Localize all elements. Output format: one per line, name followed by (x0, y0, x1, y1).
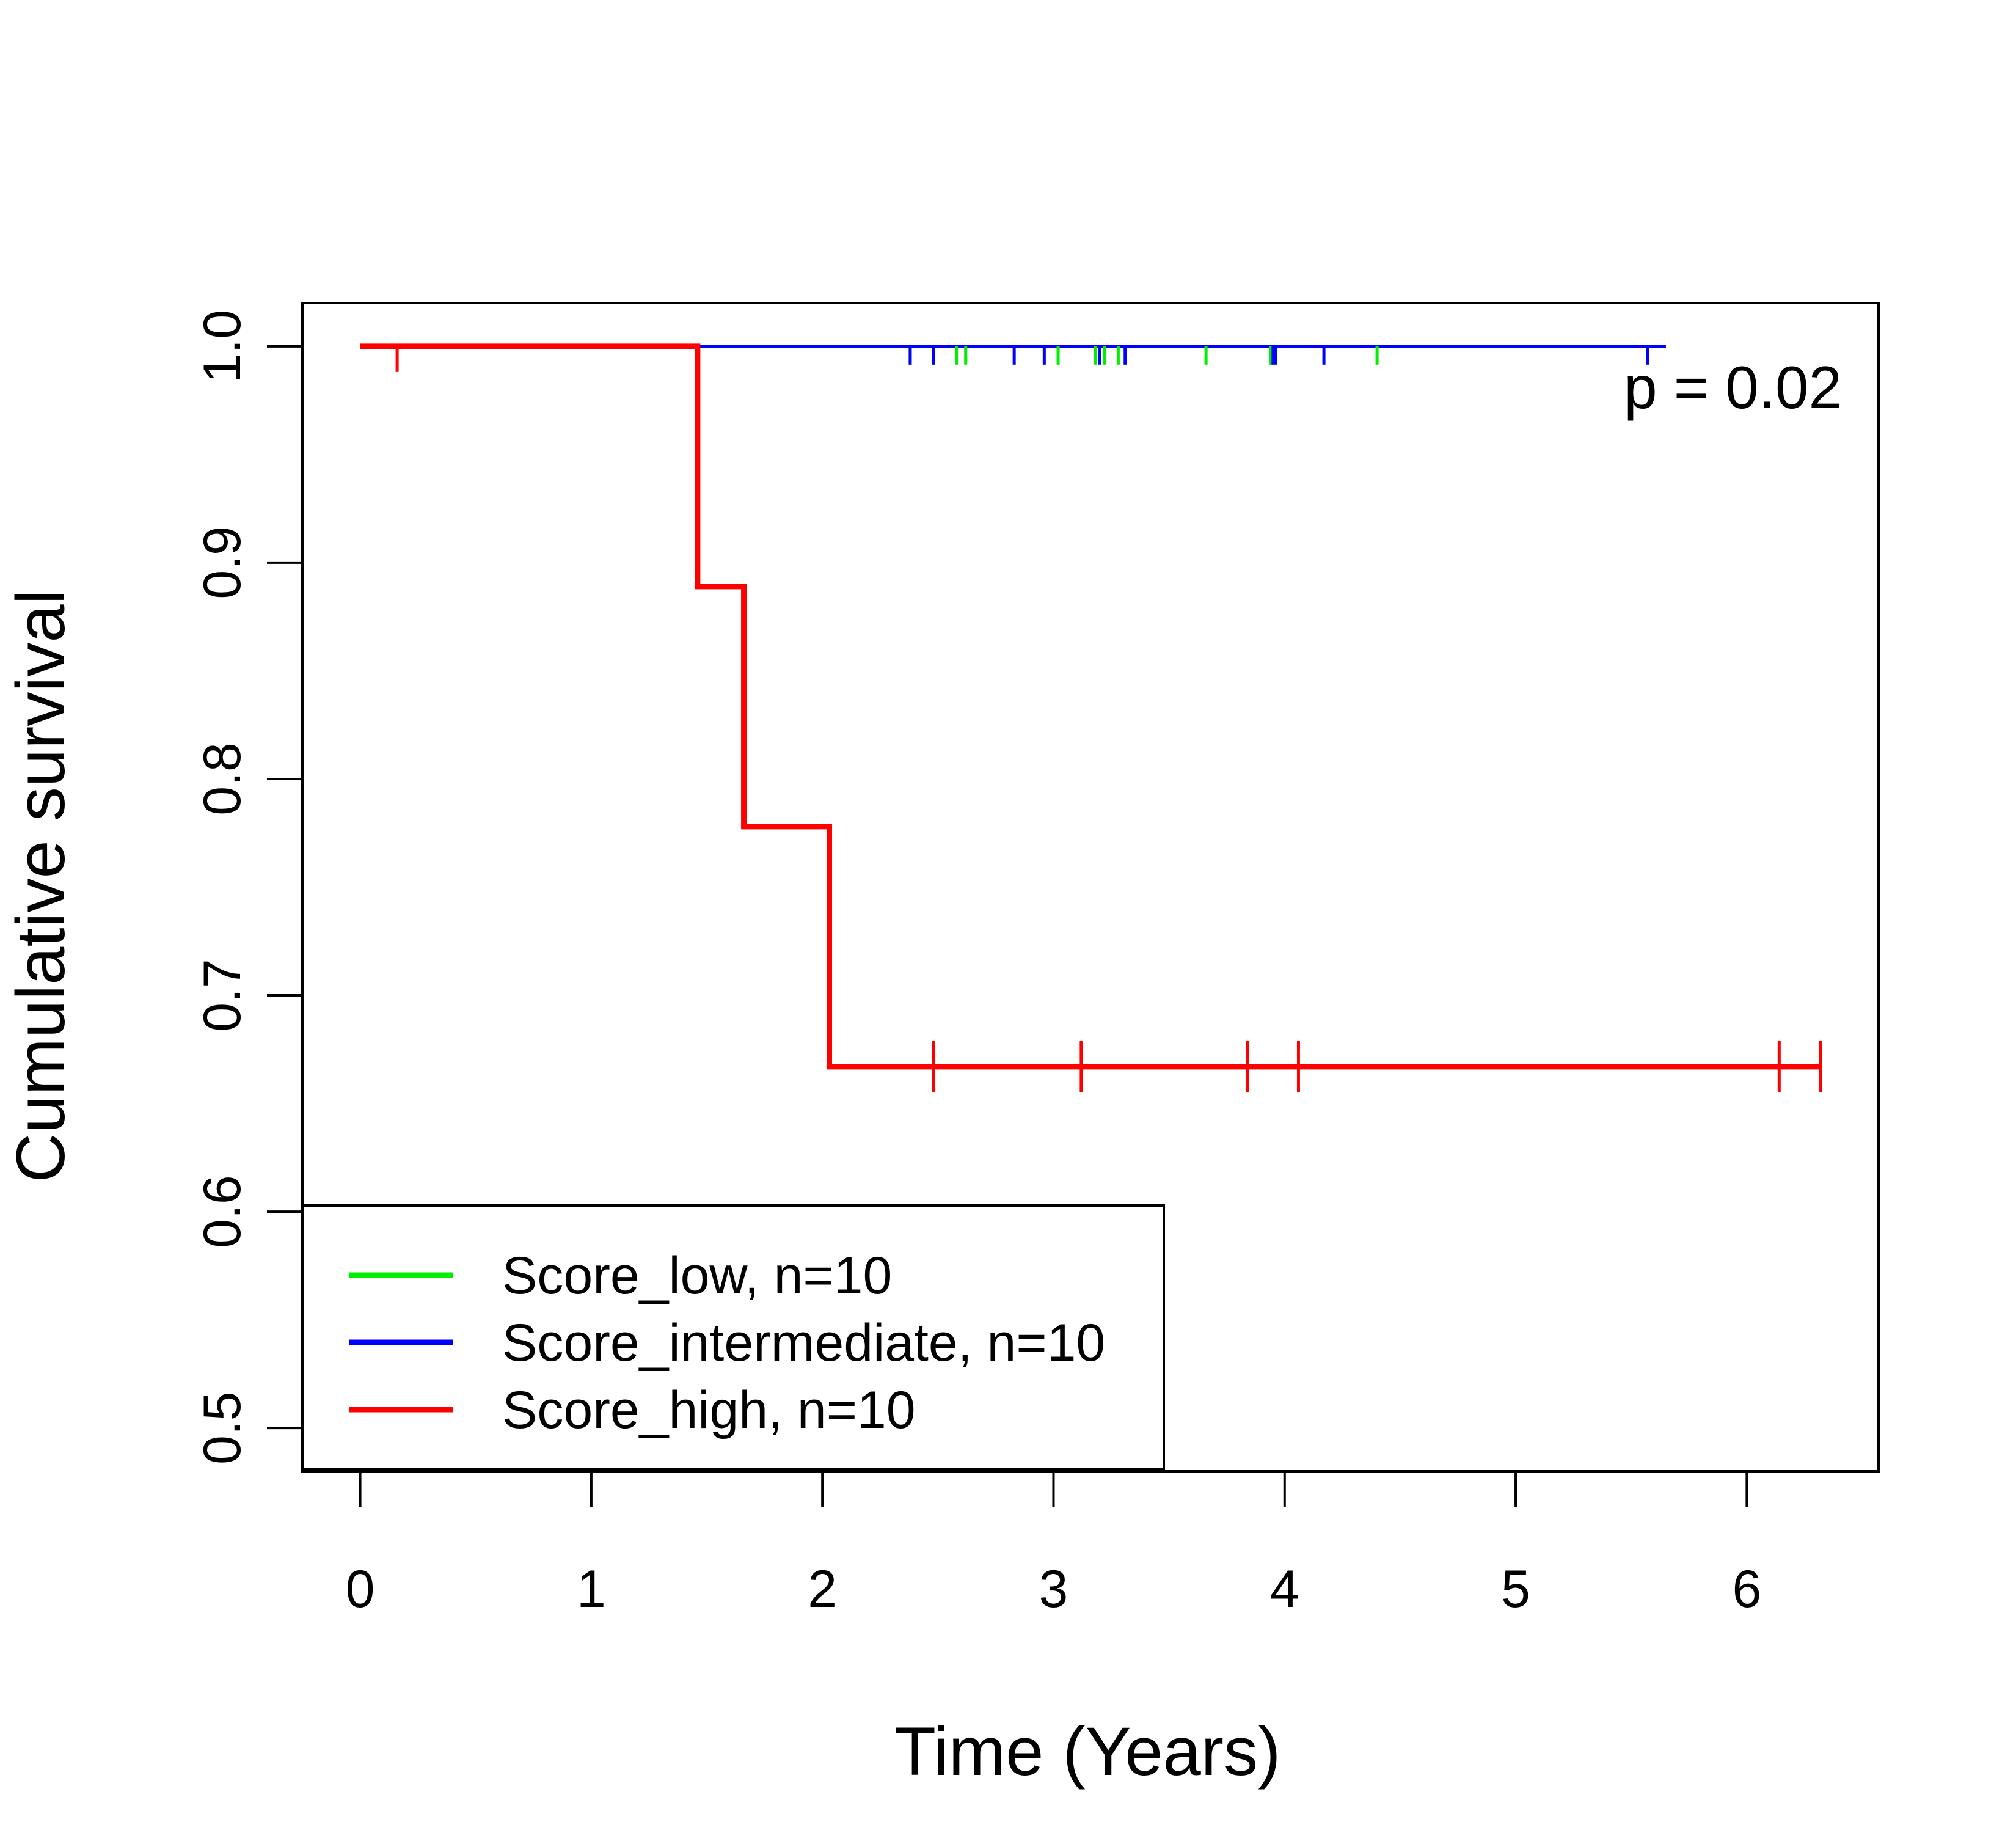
x-tick-label: 4 (1270, 1560, 1299, 1619)
y-tick-label: 0.8 (193, 742, 252, 816)
x-axis-title: Time (Years) (894, 1713, 1281, 1790)
y-tick-label: 0.6 (193, 1175, 252, 1248)
x-tick-label: 3 (1039, 1560, 1068, 1619)
legend-label: Score_intermediate, n=10 (502, 1314, 1105, 1372)
plot-frame (301, 302, 1880, 1473)
legend: Score_low, n=10 Score_intermediate, n=10 S… (301, 1204, 1165, 1471)
censor-marks (395, 346, 1822, 1092)
legend-label: Score_low, n=10 (502, 1246, 892, 1305)
legend-label: Score_high, n=10 (502, 1381, 916, 1440)
y-tick-label: 0.9 (193, 526, 252, 599)
y-axis-title: Cumulative survival (2, 590, 79, 1183)
curve-score-high (360, 343, 1821, 1070)
x-tick-label: 5 (1501, 1560, 1530, 1619)
legend-box (301, 1204, 1165, 1471)
x-tick-label: 2 (808, 1560, 837, 1619)
x-tick-label: 0 (346, 1560, 375, 1619)
x-tick-label: 1 (577, 1560, 606, 1619)
x-tick-label: 6 (1732, 1560, 1761, 1619)
axes: 0 1 2 3 4 5 6 0.5 0.6 0.7 0.8 0.9 1.0 (193, 310, 1761, 1619)
y-tick-label: 0.5 (193, 1391, 252, 1465)
y-tick-label: 1.0 (193, 310, 252, 383)
p-value-annotation: p = 0.02 (1624, 354, 1842, 421)
y-tick-label: 0.7 (193, 959, 252, 1032)
